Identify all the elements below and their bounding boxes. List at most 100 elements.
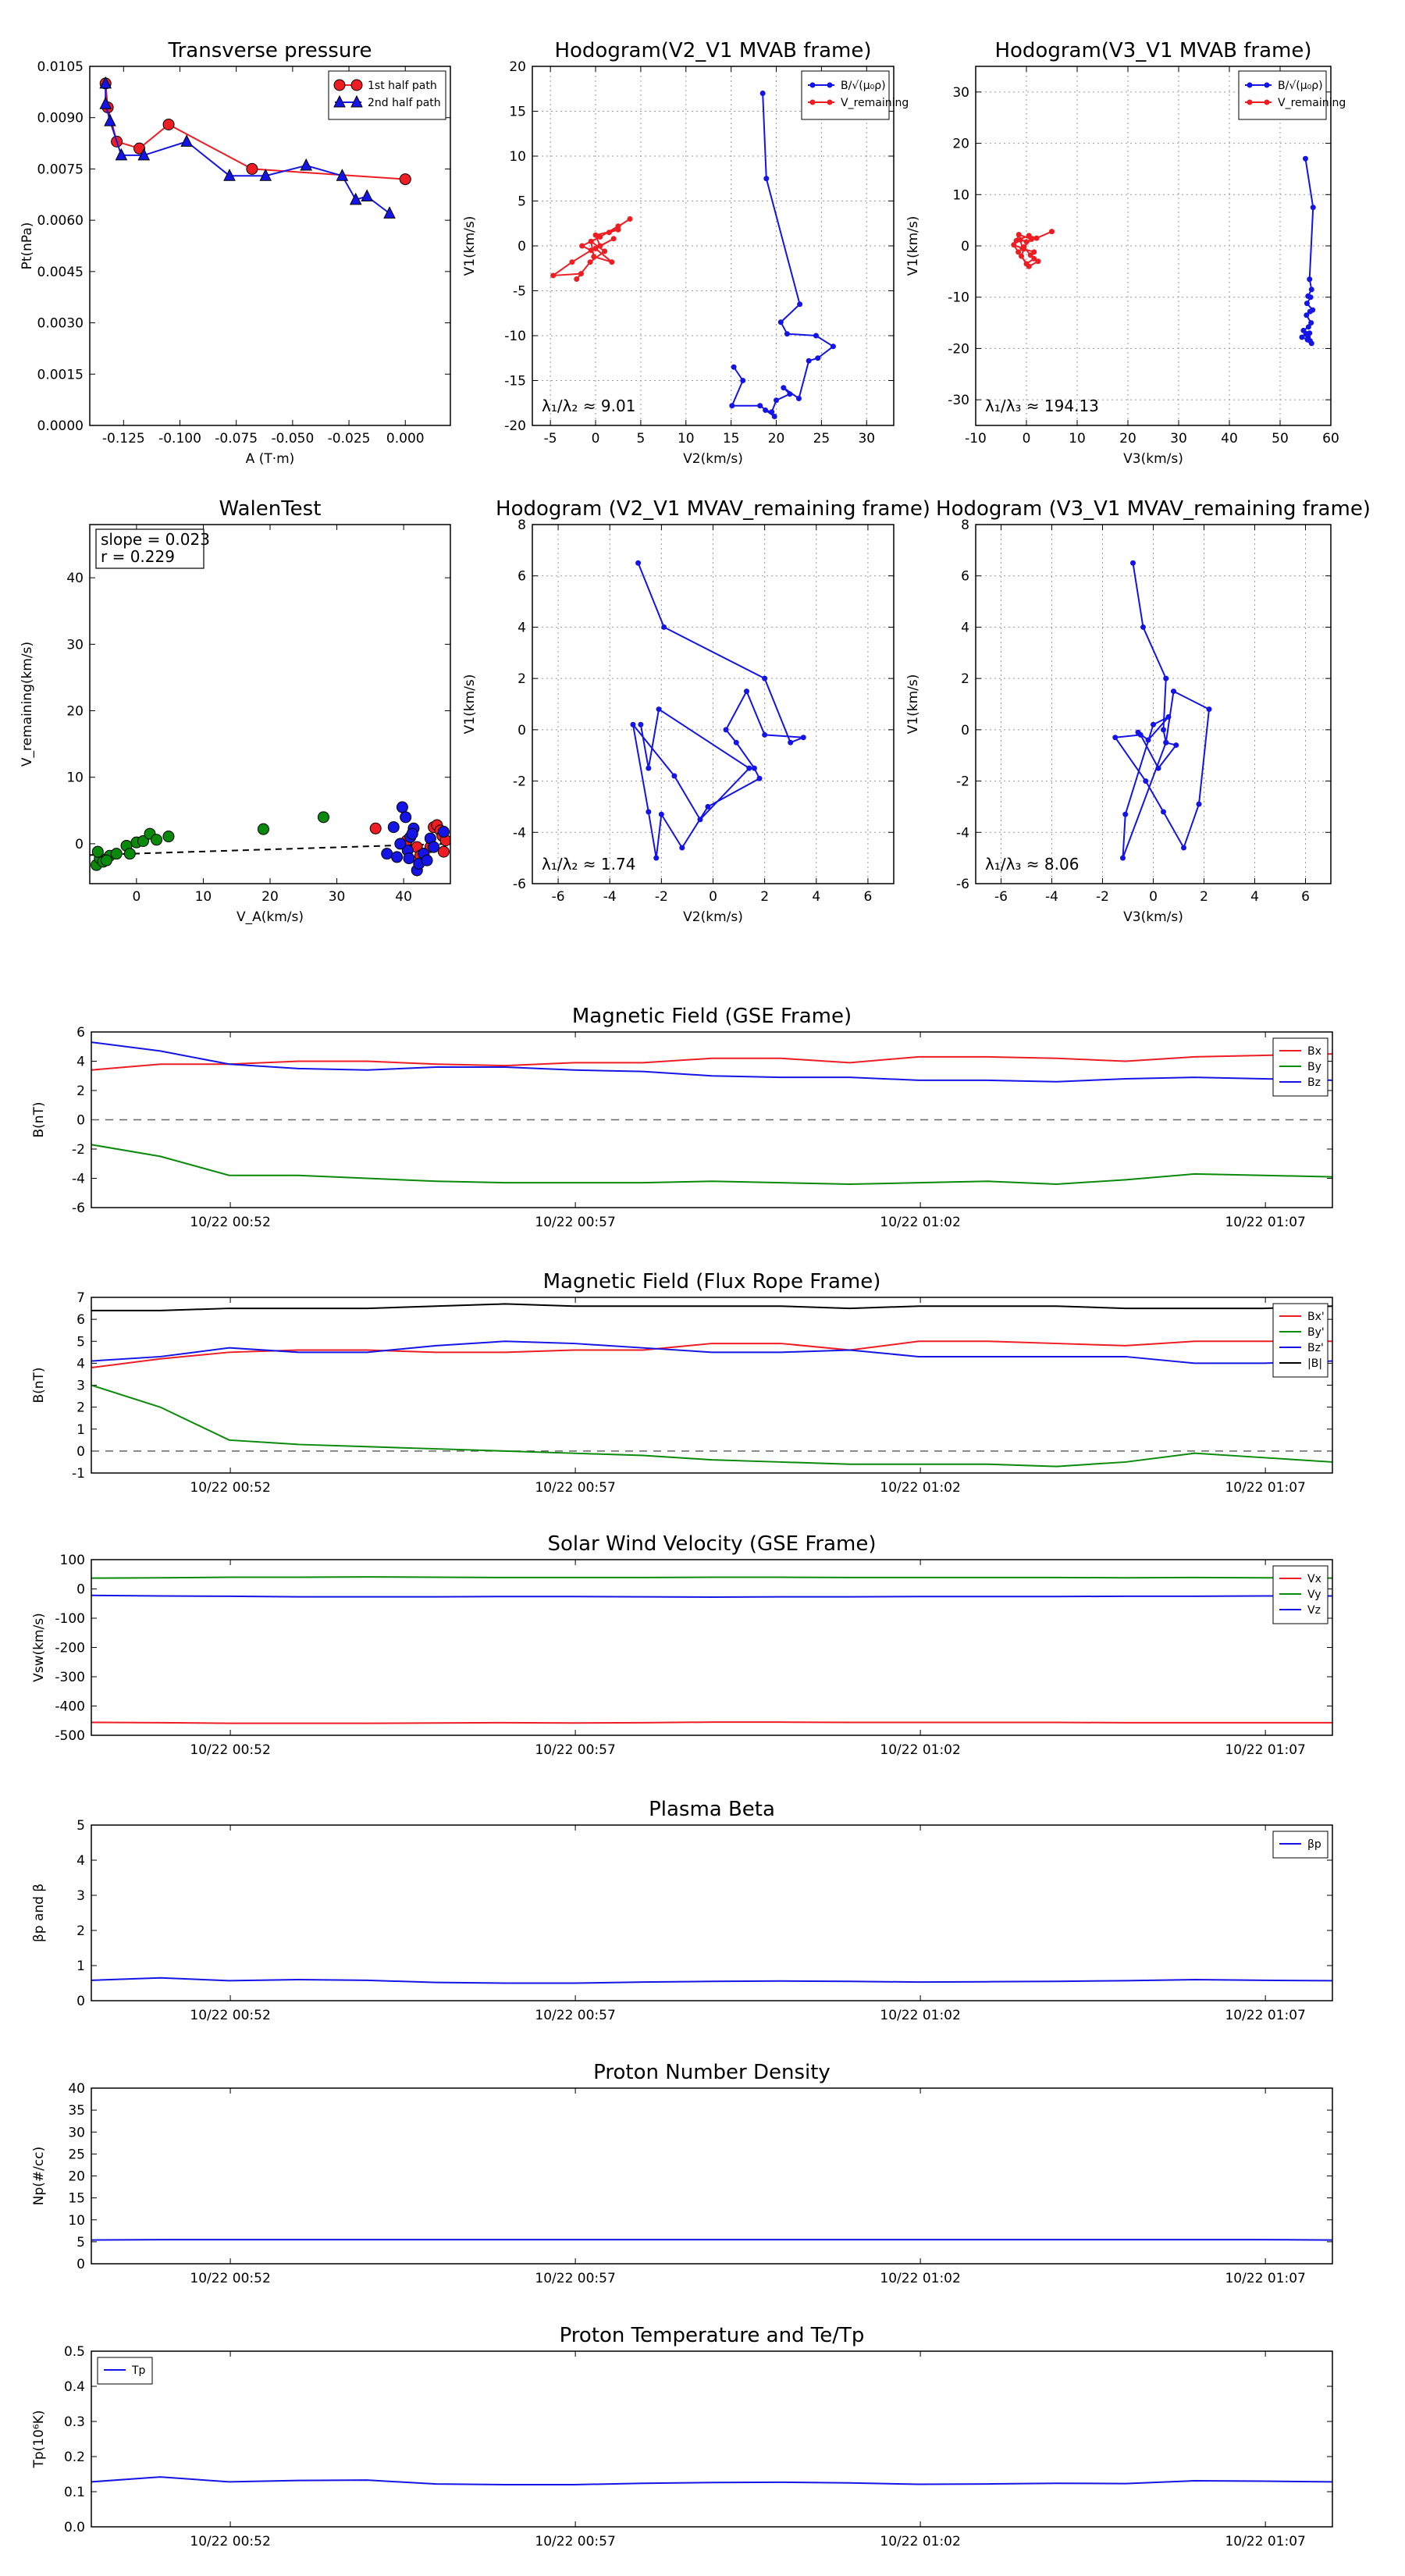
legend-marker (333, 94, 346, 108)
legend-marker (1247, 99, 1253, 105)
chart-ts2: Magnetic Field (Flux Rope Frame) 10/22 00… (31, 1270, 1333, 1496)
data-point (815, 355, 821, 361)
data-point (787, 391, 793, 397)
chart-ts5: Proton Number Density 10/22 00:52 10/22 00… (31, 2061, 1333, 2286)
series-group (550, 91, 836, 419)
y-tick-label: 40 (66, 571, 84, 586)
series-line-Bx' (91, 1340, 1332, 1368)
x-tick-label: 10/22 01:02 (880, 2008, 960, 2023)
data-point (223, 169, 236, 181)
y-tick-label: -2 (72, 1142, 85, 1158)
y-tick-label: 8 (961, 518, 969, 533)
chart-title: Magnetic Field (GSE Frame) (572, 1005, 852, 1028)
data-point (1016, 249, 1022, 255)
x-tick-label: 10/22 01:02 (880, 2271, 960, 2286)
data-point (630, 721, 636, 728)
x-tick-label: 10/22 00:52 (190, 2008, 270, 2023)
data-point (757, 403, 763, 409)
y-tick-label: -6 (513, 877, 526, 892)
x-axis-label: V2(km/s) (683, 909, 743, 925)
data-point (578, 271, 585, 277)
data-point (731, 364, 737, 370)
y-tick-label: -2 (513, 774, 526, 790)
data-point (579, 243, 585, 249)
x-tick-label: 30 (1170, 431, 1187, 447)
data-point (653, 855, 660, 861)
chart-p6: Hodogram (V3_V1 MVAV_remaining frame) -6 -… (905, 497, 1371, 925)
data-point (788, 739, 794, 745)
y-axis-label: Vsw(km/s) (31, 1613, 47, 1682)
y-tick-label: -20 (504, 418, 526, 434)
data-point (1299, 334, 1305, 340)
chart-ts6: Proton Temperature and Te/Tp 10/22 00:52 1… (31, 2324, 1333, 2549)
y-tick-label: 15 (509, 105, 526, 120)
y-axis-label: Pt(nPa) (20, 222, 35, 270)
data-point (1019, 245, 1026, 251)
x-tick-label: 30 (858, 431, 875, 447)
y-tick-label: 20 (952, 137, 969, 152)
series-group (1011, 155, 1316, 347)
data-point (381, 848, 393, 860)
y-tick-label: 5 (76, 2235, 85, 2250)
data-point (162, 831, 175, 843)
x-axis-label: A (T·m) (246, 451, 295, 467)
x-tick-label: 0 (592, 431, 600, 447)
chart-title: Hodogram(V2_V1 MVAB frame) (554, 39, 871, 62)
data-point (137, 148, 151, 161)
chart-title: Proton Number Density (593, 2061, 831, 2084)
data-point (606, 229, 612, 236)
data-point (428, 841, 440, 853)
data-point (784, 331, 790, 337)
plot-frame (91, 1559, 1333, 1736)
data-point (151, 834, 163, 846)
data-point (1303, 155, 1308, 162)
eigenvalue-ratio: λ₁/λ₃ ≈ 194.13 (985, 397, 1099, 415)
x-tick-label: 10/22 00:57 (535, 1742, 615, 1758)
data-point (658, 811, 664, 817)
x-tick-label: 2 (760, 889, 769, 905)
x-tick-label: 10/22 01:02 (880, 1480, 960, 1496)
y-tick-label: -5 (513, 284, 526, 300)
y-tick-label: 1 (76, 1959, 85, 1974)
series-line-Bz' (91, 1340, 1333, 1364)
y-tick-label: 6 (76, 1312, 85, 1328)
data-point (1161, 809, 1166, 815)
data-point (123, 848, 136, 860)
plot-frame (89, 66, 451, 426)
data-point (99, 97, 112, 109)
data-point (574, 276, 580, 283)
y-tick-label: -2 (956, 774, 969, 790)
y-tick-label: 5 (76, 1818, 85, 1834)
data-point (1173, 742, 1179, 749)
data-point (91, 845, 104, 858)
data-point (597, 243, 603, 249)
y-tick-label: 0.0000 (37, 418, 84, 434)
series-line-Vx (91, 1721, 1332, 1724)
y-tick-label: -4 (513, 825, 526, 841)
data-point (361, 189, 373, 201)
data-point (1308, 286, 1314, 293)
legend-marker (350, 94, 363, 108)
fit-line (89, 842, 451, 856)
y-tick-label: 0 (76, 1113, 85, 1129)
y-tick-label: 0 (518, 239, 526, 254)
data-point (762, 675, 768, 681)
eigenvalue-ratio: λ₁/λ₃ ≈ 8.06 (985, 855, 1079, 873)
x-tick-label: 40 (1221, 431, 1238, 447)
x-tick-label: 10/22 01:02 (880, 1742, 960, 1758)
data-point (1304, 301, 1310, 307)
data-point (1011, 242, 1017, 248)
x-tick-label: 0 (1149, 889, 1158, 905)
series-line-Tp (91, 2476, 1333, 2485)
y-axis-label: V1(km/s) (462, 674, 478, 735)
y-tick-label: 3 (76, 1379, 85, 1394)
y-axis-label: V1(km/s) (462, 216, 478, 276)
legend-label: Bz' (1307, 1342, 1324, 1354)
y-tick-label: 35 (68, 2103, 85, 2119)
plot-frame (91, 2087, 1333, 2265)
eigenvalue-ratio: λ₁/λ₂ ≈ 1.74 (542, 855, 635, 873)
y-tick-label: 2 (76, 1923, 85, 1939)
series-line-βp (91, 1976, 1333, 1984)
x-tick-label: 10/22 00:52 (190, 2534, 270, 2549)
